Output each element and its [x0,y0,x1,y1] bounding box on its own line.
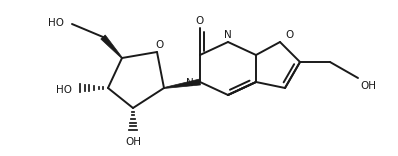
Text: O: O [196,16,204,26]
Polygon shape [164,79,201,88]
Text: N: N [224,30,232,40]
Polygon shape [101,35,122,58]
Text: HO: HO [48,18,64,28]
Text: OH: OH [360,81,376,91]
Text: O: O [156,40,164,50]
Text: OH: OH [125,137,141,147]
Text: O: O [285,30,293,40]
Text: HO: HO [56,85,72,95]
Text: N: N [186,78,194,88]
